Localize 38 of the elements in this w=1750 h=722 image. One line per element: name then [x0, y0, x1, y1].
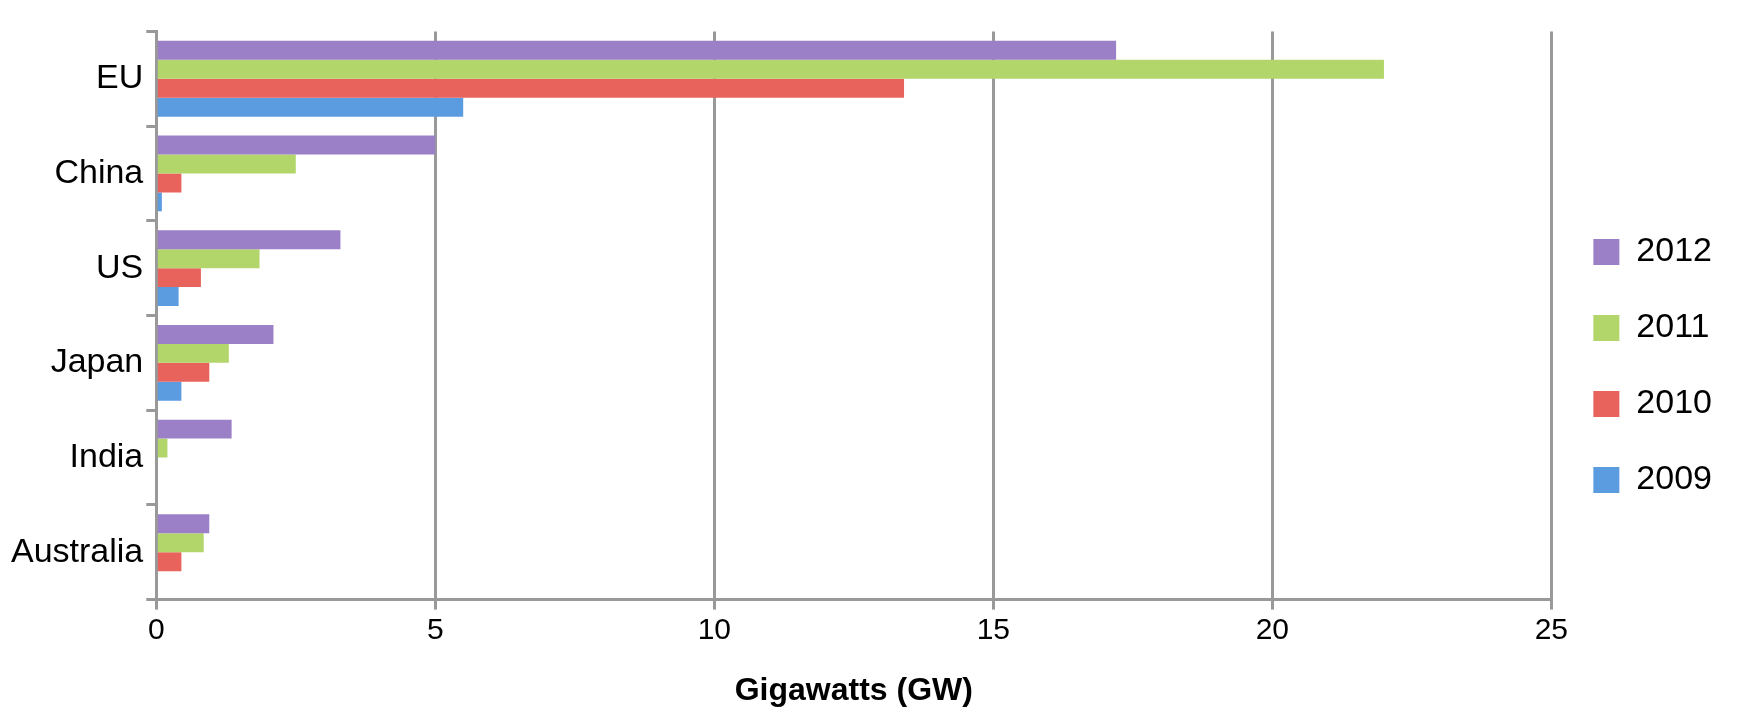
x-axis-title: Gigawatts (GW) — [734, 670, 973, 707]
bar — [157, 287, 179, 307]
bar — [157, 552, 182, 572]
legend-label: 2010 — [1636, 382, 1712, 421]
bar — [157, 78, 905, 98]
bar — [157, 324, 274, 344]
y-tick-label: Australia — [11, 530, 144, 569]
bar — [157, 230, 341, 250]
x-tick-label: 20 — [1255, 611, 1290, 645]
y-tick-label: US — [96, 246, 144, 285]
bar — [157, 135, 436, 155]
bar — [157, 533, 204, 553]
legend-label: 2012 — [1636, 230, 1712, 269]
x-tick-label: 0 — [147, 611, 165, 645]
bar — [157, 249, 260, 269]
bar — [157, 268, 201, 288]
y-tick-label: India — [69, 435, 144, 474]
bar — [157, 362, 210, 382]
x-tick-label: 15 — [976, 611, 1011, 645]
bar — [157, 343, 229, 363]
bar — [157, 381, 182, 401]
bar — [157, 173, 182, 193]
bar — [157, 192, 162, 212]
bar — [157, 514, 210, 534]
x-tick-label: 25 — [1534, 611, 1569, 645]
bar — [157, 59, 1384, 79]
bar — [157, 438, 168, 458]
legend-label: 2011 — [1636, 306, 1710, 345]
y-tick-label: EU — [96, 57, 144, 96]
y-tick-label: Japan — [50, 341, 144, 380]
y-tick-label: China — [54, 151, 144, 190]
bar — [157, 154, 296, 174]
legend-label: 2009 — [1636, 458, 1712, 497]
bar — [157, 97, 464, 117]
x-tick-label: 5 — [426, 611, 444, 645]
bar — [157, 419, 232, 439]
bar — [157, 40, 1117, 60]
x-tick-label: 10 — [697, 611, 731, 645]
